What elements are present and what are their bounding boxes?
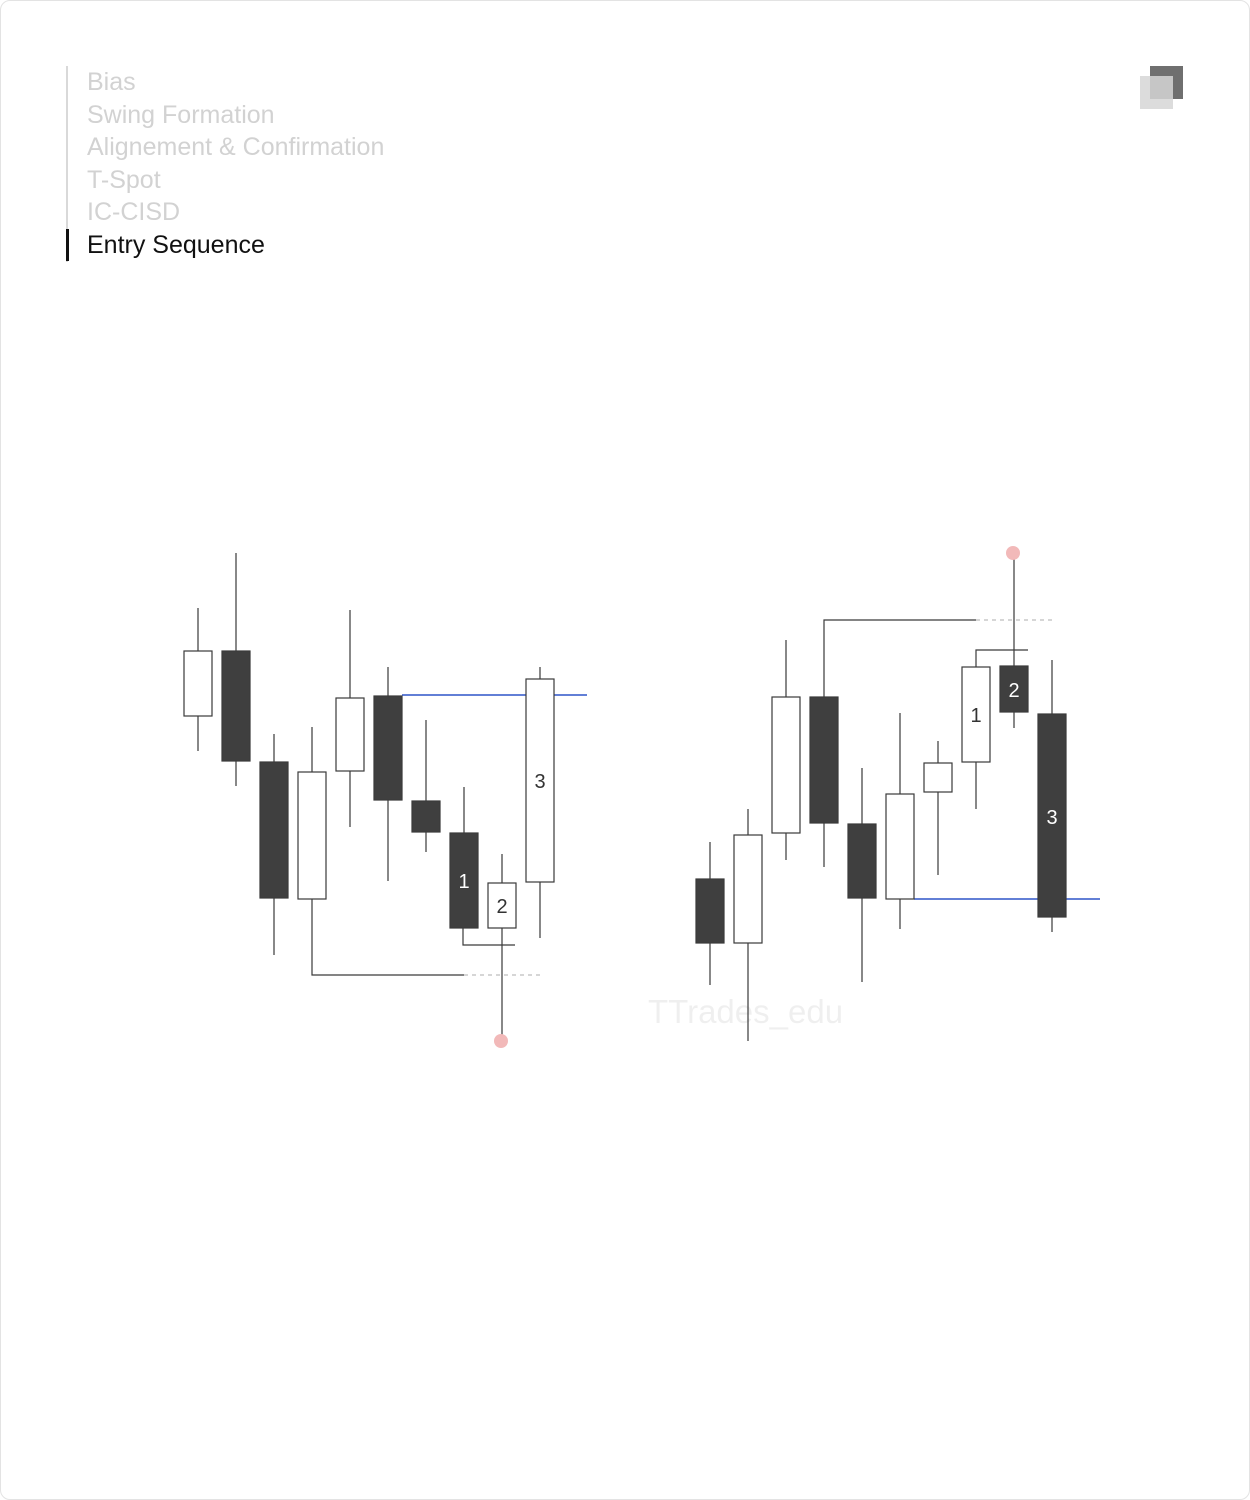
candle [885, 713, 915, 929]
candle-sequence-1 [961, 666, 991, 809]
nav-item-ic-cisd[interactable]: IC-CISD [87, 198, 181, 227]
brand-logo-icon [1139, 65, 1185, 111]
candle-sequence-2 [487, 854, 517, 1040]
candle [297, 727, 327, 900]
candle-sequence-3 [1037, 660, 1067, 932]
candle [411, 720, 441, 852]
sequence-label: 3 [1046, 807, 1057, 829]
nav-item-bias[interactable]: Bias [87, 68, 136, 96]
sequence-label: 1 [458, 871, 469, 893]
candle [771, 640, 801, 860]
candle [847, 768, 877, 982]
candle [335, 610, 365, 827]
nav-item-alignement-confirmation[interactable]: Alignement & Confirmation [87, 133, 385, 162]
topic-nav: Bias Swing Formation Alignement & Confir… [65, 66, 385, 262]
watermark: TTrades_edu [648, 993, 844, 1030]
nav-item-entry-sequence[interactable]: Entry Sequence [65, 228, 384, 262]
candle [183, 608, 213, 751]
candle-sequence-2 [999, 553, 1029, 728]
candle-sequence-1 [449, 787, 479, 929]
candle-sequence-3 [525, 667, 555, 938]
left-sequence: 1 2 3 [183, 553, 587, 1048]
target-dot [1006, 546, 1020, 560]
candle [373, 667, 403, 881]
nav-item-t-spot[interactable]: T-Spot [87, 165, 161, 194]
candle [809, 696, 839, 867]
sequence-label: 2 [1008, 680, 1019, 702]
right-sequence: 1 2 3 [695, 546, 1100, 1041]
sequence-label: 2 [496, 896, 507, 918]
candle [695, 842, 725, 985]
sequence-low-line [462, 928, 515, 946]
nav-item-swing-formation[interactable]: Swing Formation [87, 100, 275, 129]
candle [221, 553, 251, 786]
candle [259, 734, 289, 955]
candle [923, 741, 953, 875]
sequence-label: 1 [970, 705, 981, 727]
swing-low-line [311, 899, 464, 976]
sequence-label: 3 [534, 771, 545, 793]
swing-high-line [823, 619, 976, 697]
candle [733, 809, 763, 1041]
sequence-high-line [975, 649, 1028, 666]
target-dot [494, 1034, 508, 1048]
